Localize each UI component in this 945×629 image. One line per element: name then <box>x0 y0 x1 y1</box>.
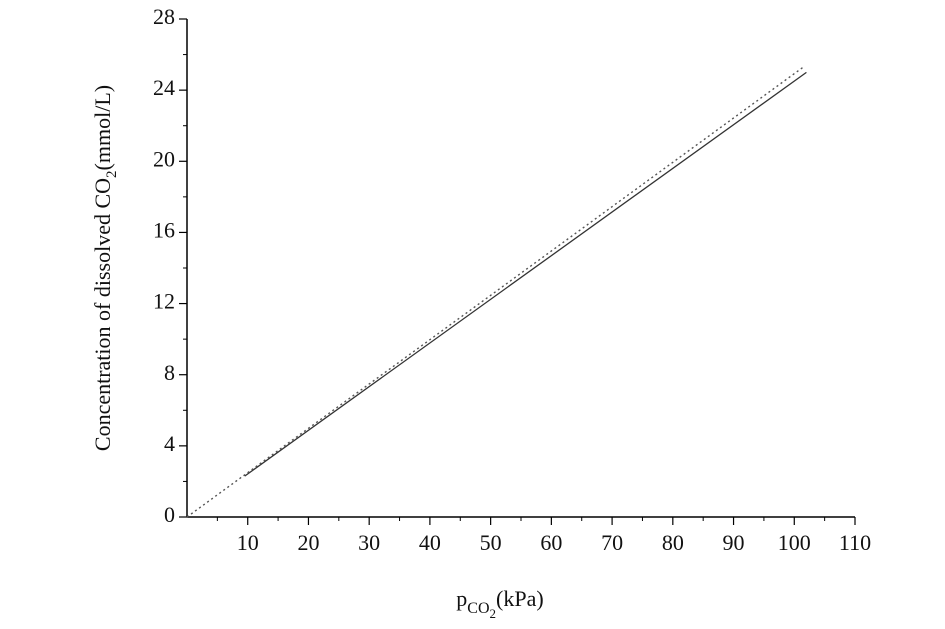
x-label-part: (kPa) <box>496 586 544 611</box>
x-tick-label: 90 <box>723 530 745 555</box>
x-tick-label: 80 <box>662 530 684 555</box>
data-line <box>186 66 804 518</box>
data-line <box>244 71 807 477</box>
x-label-part: p <box>456 586 467 611</box>
x-tick-label: 100 <box>778 530 811 555</box>
y-label-part: 2 <box>104 170 120 178</box>
y-label-part: Concentration of dissolved CO <box>90 178 115 451</box>
x-tick-label: 110 <box>839 530 871 555</box>
x-tick-label: 30 <box>358 530 380 555</box>
y-tick-label: 12 <box>153 289 175 314</box>
x-tick-label: 70 <box>601 530 623 555</box>
x-tick-label: 20 <box>297 530 319 555</box>
y-tick-label: 8 <box>164 360 175 385</box>
y-tick-label: 24 <box>153 75 175 100</box>
x-axis-label: pCO2(kPa) <box>456 586 543 621</box>
y-tick-label: 28 <box>153 4 175 29</box>
x-tick-label: 10 <box>237 530 259 555</box>
y-axis-label: Concentration of dissolved CO2(mmol/L) <box>90 85 120 451</box>
y-tick-label: 16 <box>153 217 175 242</box>
x-label-part: CO <box>467 600 489 617</box>
x-tick-label: 50 <box>480 530 502 555</box>
y-tick-label: 0 <box>164 502 175 527</box>
x-label-part: 2 <box>490 606 497 621</box>
x-tick-label: 60 <box>540 530 562 555</box>
y-tick-label: 4 <box>164 431 175 456</box>
x-tick-label: 40 <box>419 530 441 555</box>
y-label-part: (mmol/L) <box>90 85 115 171</box>
y-tick-label: 20 <box>153 146 175 171</box>
